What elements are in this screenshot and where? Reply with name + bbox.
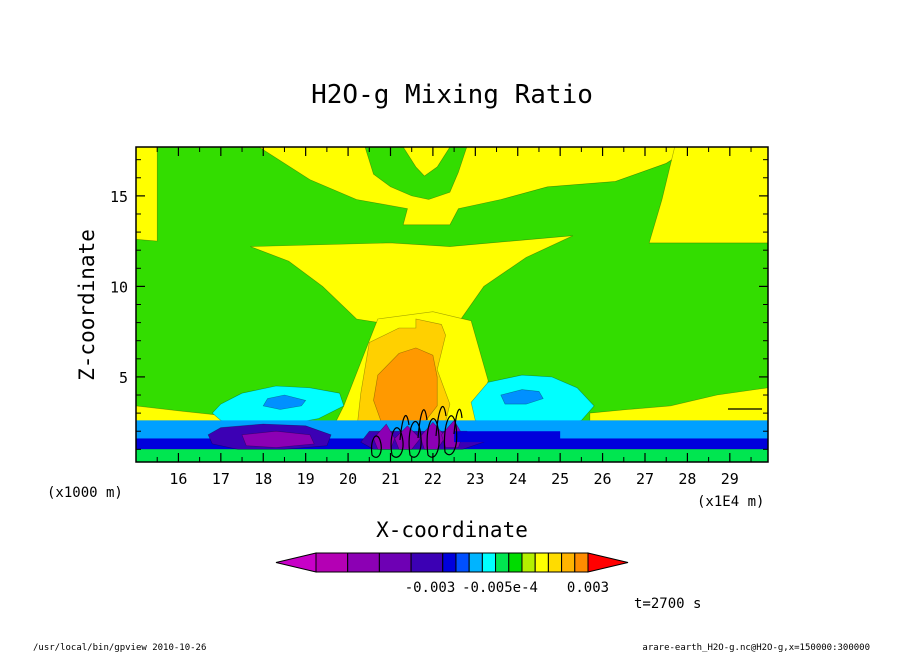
x-tick-label: 28 [678, 470, 696, 488]
contour-region [500, 389, 544, 405]
contour-region [136, 147, 158, 242]
contour-region [373, 347, 438, 434]
x-axis: 16 17 18 19 20 21 22 23 24 25 26 27 28 29 [156, 147, 752, 488]
colorbar [275, 552, 629, 573]
contour-line [371, 435, 382, 458]
contour-region [241, 430, 315, 448]
plot-area [136, 147, 768, 462]
contour-line [408, 420, 422, 458]
colorbar-swatch [561, 552, 576, 573]
contour-lines [371, 406, 762, 458]
colorbar-swatch [347, 552, 380, 573]
x-tick-label: 19 [297, 470, 315, 488]
contour-line [453, 408, 463, 435]
contour-region [258, 147, 693, 226]
chart-title: H2O-g Mixing Ratio [311, 80, 593, 110]
colorbar-swatch [468, 552, 483, 573]
x-tick-label: 17 [212, 470, 230, 488]
x-tick-label: 16 [169, 470, 187, 488]
colorbar-swatch [547, 552, 563, 573]
colorbar-swatch [534, 552, 549, 573]
x-tick-label: 20 [339, 470, 357, 488]
x-tick-label: 23 [466, 470, 484, 488]
x-tick-label: 29 [721, 470, 739, 488]
contour-region [262, 394, 307, 410]
colorbar-swatch [481, 552, 497, 573]
colorbar-arrow-left [275, 552, 317, 573]
x-axis-unit: (x1E4 m) [697, 494, 764, 510]
y-axis-unit: (x1000 m) [47, 485, 123, 501]
contour-line [399, 415, 410, 441]
time-label: t=2700 s [634, 596, 701, 612]
y-tick-label: 5 [119, 369, 128, 387]
x-tick-label: 25 [551, 470, 569, 488]
colorbar-swatch [508, 552, 523, 573]
x-tick-label: 27 [636, 470, 654, 488]
contour-region [373, 423, 396, 450]
x-tick-label: 26 [594, 470, 612, 488]
contour-line [390, 427, 404, 458]
colorbar-swatch [315, 552, 349, 573]
colorbar-arrow-right [587, 552, 629, 573]
colorbar-label: -0.005e-4 [462, 580, 538, 596]
contour-region [136, 449, 768, 462]
colorbar-swatch [455, 552, 470, 573]
x-tick-label: 24 [509, 470, 527, 488]
footer-left: /usr/local/bin/gpview 2010-10-26 [33, 643, 206, 653]
contour-line [435, 406, 447, 437]
colorbar-swatch [574, 552, 589, 573]
footer-right: arare-earth_H2O-g.nc@H2O-g,x=150000:3000… [642, 643, 870, 653]
x-axis-label: X-coordinate [376, 518, 528, 542]
y-tick-label: 15 [110, 188, 128, 206]
y-axis: 5 10 15 [110, 159, 768, 450]
colorbar-swatch [410, 552, 444, 573]
colorbar-swatch [521, 552, 536, 573]
contour-region [454, 431, 561, 443]
y-axis-label: Z-coordinate [75, 229, 99, 381]
contour-line [426, 418, 440, 458]
colorbar-swatch [495, 552, 510, 573]
x-tick-label: 21 [381, 470, 399, 488]
colorbar-swatch [442, 552, 457, 573]
contour-line [417, 409, 428, 439]
x-tick-label: 22 [424, 470, 442, 488]
contour-region [648, 147, 768, 244]
y-tick-label: 10 [110, 278, 128, 296]
colorbar-label: 0.003 [567, 580, 609, 596]
x-tick-label: 18 [254, 470, 272, 488]
colorbar-swatch [378, 552, 412, 573]
contour-line [443, 415, 458, 456]
contour-region [394, 425, 421, 450]
colorbar-label: -0.003 [405, 580, 456, 596]
contour-region [402, 147, 451, 177]
